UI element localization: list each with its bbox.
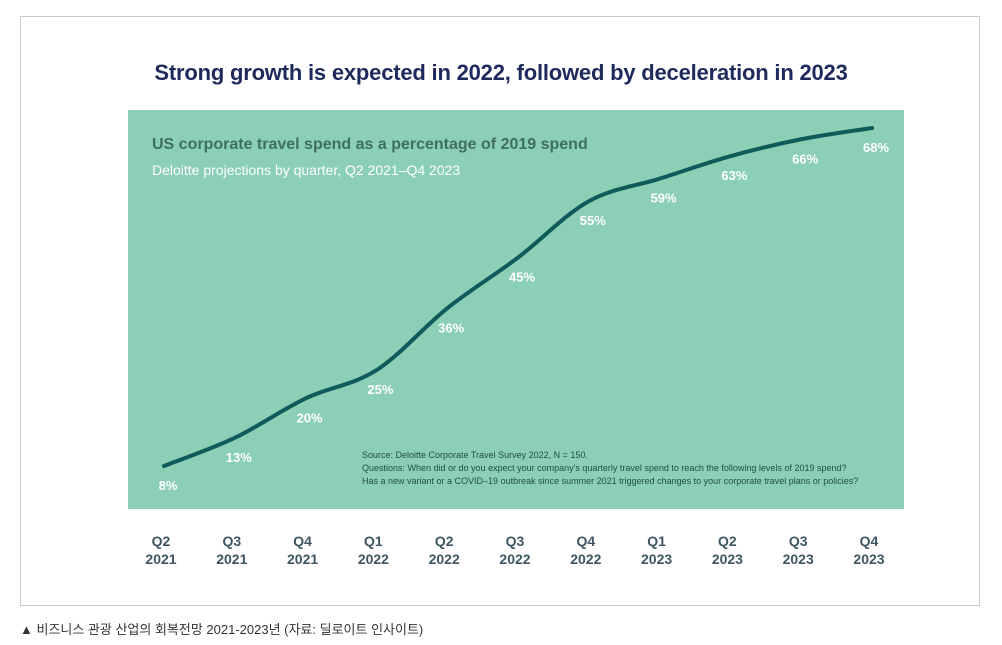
question-line-2: Has a new variant or a COVID–19 outbreak… (362, 476, 859, 486)
data-label: 55% (580, 213, 606, 228)
chart-title: Strong growth is expected in 2022, follo… (154, 60, 848, 85)
x-tick-label-quarter: Q4 (293, 533, 312, 549)
x-tick-label-year: 2021 (216, 551, 247, 567)
x-tick-label-quarter: Q2 (152, 533, 171, 549)
x-tick-label-quarter: Q3 (222, 533, 241, 549)
x-tick-label-year: 2021 (145, 551, 176, 567)
chart-subtitle-detail: Deloitte projections by quarter, Q2 2021… (152, 162, 461, 178)
source-note: Source: Deloitte Corporate Travel Survey… (362, 449, 858, 488)
x-tick-label-quarter: Q4 (860, 533, 879, 549)
x-tick-label-quarter: Q3 (789, 533, 808, 549)
data-label: 68% (863, 140, 889, 155)
data-label: 20% (297, 410, 323, 425)
x-tick-label-quarter: Q1 (364, 533, 383, 549)
x-tick-label-quarter: Q1 (647, 533, 666, 549)
data-label: 59% (651, 191, 677, 206)
data-label: 8% (159, 478, 178, 493)
data-label: 25% (367, 382, 393, 397)
figure-caption: ▲ 비즈니스 관광 산업의 회복전망 2021-2023년 (자료: 딜로이트 … (20, 622, 424, 637)
data-label: 66% (792, 151, 818, 166)
x-tick-label-year: 2022 (358, 551, 389, 567)
data-label: 45% (509, 270, 535, 285)
question-line-1: Questions: When did or do you expect you… (362, 463, 847, 473)
x-tick-label-year: 2023 (712, 551, 743, 567)
chart-panel (128, 110, 904, 509)
x-tick-label-year: 2021 (287, 551, 318, 567)
x-tick-label-quarter: Q3 (506, 533, 525, 549)
chart-subtitle: US corporate travel spend as a percentag… (152, 136, 588, 153)
x-tick-label-year: 2022 (499, 551, 530, 567)
x-tick-label-year: 2022 (429, 551, 460, 567)
x-tick-label-year: 2023 (641, 551, 672, 567)
x-tick-label-year: 2022 (570, 551, 601, 567)
x-tick-label-year: 2023 (783, 551, 814, 567)
x-tick-label-quarter: Q2 (435, 533, 454, 549)
source-line: Source: Deloitte Corporate Travel Survey… (362, 450, 588, 460)
series-line (162, 126, 874, 468)
x-tick-label-year: 2023 (853, 551, 884, 567)
x-tick-label-quarter: Q2 (718, 533, 737, 549)
data-label: 13% (226, 450, 252, 465)
data-label: 63% (721, 168, 747, 183)
x-tick-label-quarter: Q4 (576, 533, 595, 549)
data-label: 36% (438, 320, 464, 335)
